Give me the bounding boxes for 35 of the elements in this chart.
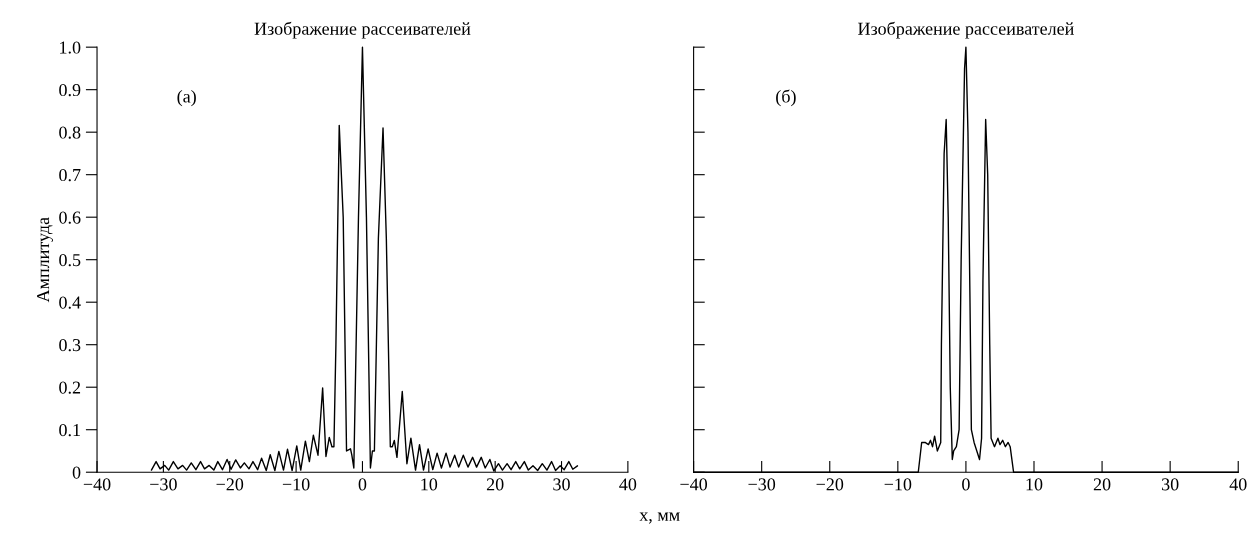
x-tick-label: 0 (358, 478, 367, 491)
y-tick-label: 0.6 (59, 211, 81, 224)
annotation: (б) (776, 89, 796, 107)
x-tick-label: 40 (1229, 478, 1247, 491)
x-tick-label: 10 (421, 478, 438, 491)
y-tick-label: 0.3 (59, 338, 81, 352)
x-tick-label: −40 (680, 478, 708, 491)
y-tick-label: 0 (72, 466, 81, 479)
x-tick-label: −40 (83, 478, 111, 491)
y-tick-label: 0.1 (59, 423, 80, 437)
x-tick-label: −10 (282, 478, 310, 491)
y-tick-label: 0.7 (59, 168, 81, 182)
x-tick-label: 40 (619, 478, 637, 491)
y-tick-label: 0.5 (59, 253, 81, 267)
y-tick-label: 1.0 (60, 41, 81, 54)
y-axis-title: Амплитуда (37, 217, 53, 303)
x-tick-label: 20 (1093, 478, 1111, 491)
annotation: (а) (177, 89, 196, 107)
x-axis-title: x, мм (639, 512, 680, 524)
y-tick-label: 0.9 (59, 83, 81, 97)
chart-title: Изображение рассеивателей (254, 21, 471, 39)
x-tick-label: 20 (486, 478, 504, 491)
x-tick-label: 30 (553, 478, 570, 491)
x-tick-label: 0 (962, 478, 970, 491)
x-tick-label: −10 (884, 478, 912, 491)
y-tick-label: 0.8 (59, 126, 81, 139)
x-tick-label: −30 (748, 478, 776, 491)
y-tick-label: 0.2 (59, 381, 81, 394)
x-tick-label: −20 (216, 478, 244, 491)
x-tick-label: −30 (150, 478, 177, 491)
x-tick-label: 10 (1026, 478, 1043, 491)
x-tick-label: 30 (1161, 478, 1179, 491)
x-tick-label: −20 (816, 478, 844, 491)
y-tick-label: 0.4 (59, 296, 81, 309)
chart-title: Изображение рассеивателей (858, 21, 1074, 39)
